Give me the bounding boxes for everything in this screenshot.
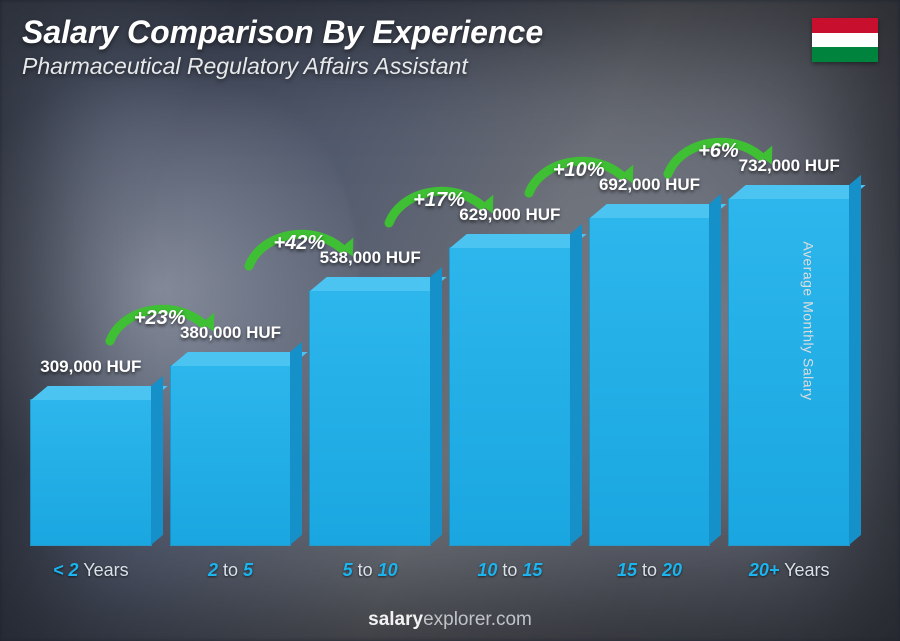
x-axis-label: 2 to 5 xyxy=(208,560,253,581)
bar-column: 732,000 HUF20+ Years+6% xyxy=(728,156,850,581)
percent-text: +10% xyxy=(553,159,605,182)
x-axis-label: < 2 Years xyxy=(53,560,129,581)
brand-tld: .com xyxy=(491,609,532,630)
bar-column: 629,000 HUF10 to 15+17% xyxy=(449,205,571,581)
x-axis-label: 5 to 10 xyxy=(343,560,398,581)
x-axis-label: 20+ Years xyxy=(749,560,830,581)
brand-bold: salary xyxy=(368,609,423,630)
bar xyxy=(30,399,152,546)
flag-stripe-1 xyxy=(812,18,878,33)
y-axis-label: Average Monthly Salary xyxy=(800,241,816,400)
bar xyxy=(728,198,850,546)
bar-value-label: 380,000 HUF xyxy=(180,323,281,343)
flag-stripe-3 xyxy=(812,47,878,62)
brand-rest: explorer xyxy=(423,609,491,630)
bar xyxy=(170,365,292,546)
bar xyxy=(449,247,571,546)
bar-value-label: 692,000 HUF xyxy=(599,175,700,195)
bar-value-label: 309,000 HUF xyxy=(40,357,141,377)
bar xyxy=(309,290,431,546)
x-axis-label: 15 to 20 xyxy=(617,560,682,581)
page-title: Salary Comparison By Experience xyxy=(22,14,800,51)
bar-value-label: 629,000 HUF xyxy=(459,205,560,225)
bar-value-label: 538,000 HUF xyxy=(320,248,421,268)
bar-value-label: 732,000 HUF xyxy=(739,156,840,176)
bar-column: 538,000 HUF5 to 10+42% xyxy=(309,248,431,581)
bar-column: 692,000 HUF15 to 20+10% xyxy=(589,175,711,581)
bar xyxy=(589,217,711,546)
header: Salary Comparison By Experience Pharmace… xyxy=(22,14,800,80)
percent-text: +17% xyxy=(413,189,465,212)
bar-column: 380,000 HUF2 to 5+23% xyxy=(170,323,292,581)
footer-brand: salaryexplorer.com xyxy=(0,609,900,631)
page-subtitle: Pharmaceutical Regulatory Affairs Assist… xyxy=(22,53,800,80)
percent-text: +6% xyxy=(698,140,739,163)
x-axis-label: 10 to 15 xyxy=(477,560,542,581)
bar-chart: 309,000 HUF < 2 Years 380,000 HUF 2 to 5 +23… xyxy=(30,100,850,581)
flag-stripe-2 xyxy=(812,33,878,48)
bar-column: 309,000 HUF < 2 Years xyxy=(30,357,152,581)
percent-text: +42% xyxy=(273,232,325,255)
percent-text: +23% xyxy=(134,307,186,330)
country-flag-icon xyxy=(812,18,878,62)
